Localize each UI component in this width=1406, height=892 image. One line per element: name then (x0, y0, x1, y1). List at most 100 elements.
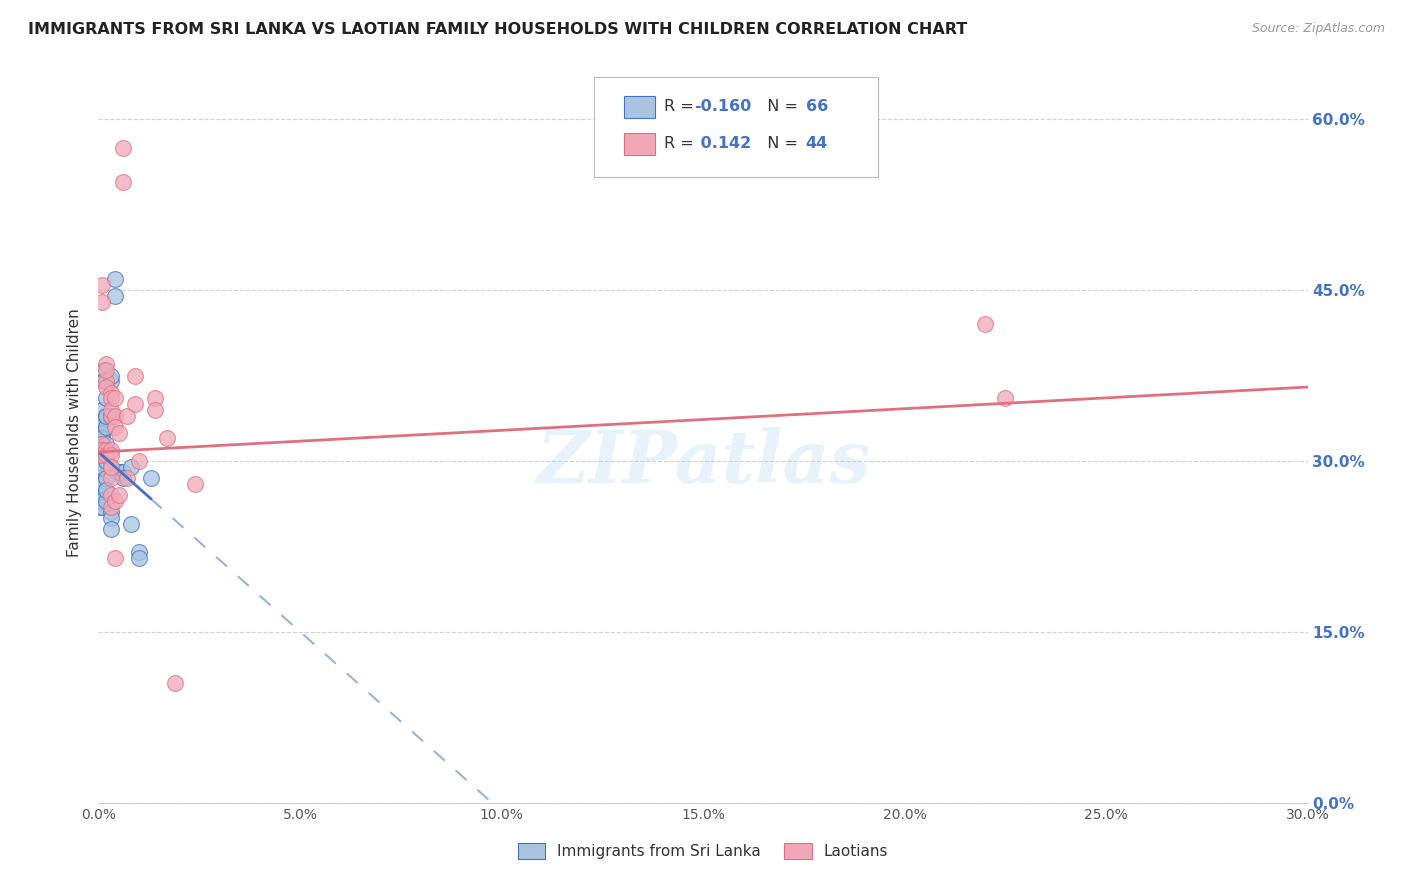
Point (89, 449, 111, 463)
Point (96, 409, 118, 423)
Text: R =: R = (664, 136, 699, 152)
Point (128, 454, 150, 468)
Point (91, 442, 114, 457)
Point (103, 420, 125, 434)
Point (89, 431, 111, 445)
Point (184, 476, 207, 491)
Point (120, 459, 142, 474)
Point (91, 449, 114, 463)
Point (96, 483, 118, 497)
Text: 0.142: 0.142 (695, 136, 751, 152)
Point (89, 454, 111, 468)
Point (93, 375, 115, 389)
Point (91, 402, 114, 417)
Point (96, 449, 118, 463)
Point (115, 471, 138, 485)
Point (100, 402, 122, 417)
Point (89, 442, 111, 457)
Point (143, 402, 166, 417)
Point (100, 409, 122, 423)
Point (107, 488, 129, 502)
Point (96, 442, 118, 457)
Point (100, 488, 122, 502)
Point (120, 516, 142, 531)
Point (89, 459, 111, 474)
Point (103, 409, 125, 423)
Point (107, 425, 129, 440)
Point (91, 494, 114, 508)
Point (111, 471, 134, 485)
Text: 66: 66 (806, 99, 828, 114)
Text: R =: R = (664, 99, 699, 114)
Point (89, 449, 111, 463)
Point (96, 494, 118, 508)
Point (89, 488, 111, 502)
Point (91, 471, 114, 485)
Point (91, 459, 114, 474)
Point (103, 392, 125, 406)
Point (91, 425, 114, 440)
Text: -0.160: -0.160 (695, 99, 752, 114)
Point (96, 454, 118, 468)
Point (103, 289, 125, 303)
Point (91, 442, 114, 457)
Point (89, 442, 111, 457)
Point (91, 437, 114, 451)
Text: N =: N = (758, 136, 804, 152)
Point (111, 175, 134, 189)
Point (96, 454, 118, 468)
Point (974, 318, 997, 332)
Point (156, 431, 179, 445)
Point (96, 442, 118, 457)
Point (100, 500, 122, 514)
Point (89, 500, 111, 514)
Y-axis label: Family Households with Children: Family Households with Children (67, 309, 83, 557)
Point (96, 437, 118, 451)
Point (89, 459, 111, 474)
Point (111, 466, 134, 480)
Point (91, 454, 114, 468)
Point (93, 363, 115, 377)
Point (100, 392, 122, 406)
Point (89, 420, 111, 434)
Point (96, 409, 118, 423)
Point (143, 392, 166, 406)
Point (96, 471, 118, 485)
Point (89, 476, 111, 491)
Point (128, 545, 150, 559)
Point (89, 437, 111, 451)
Point (89, 449, 111, 463)
Point (89, 437, 111, 451)
Point (100, 409, 122, 423)
Point (100, 511, 122, 525)
Point (100, 471, 122, 485)
Point (100, 368, 122, 383)
Point (96, 357, 118, 371)
Text: N =: N = (758, 99, 804, 114)
Point (103, 550, 125, 565)
FancyBboxPatch shape (595, 78, 879, 178)
Point (89, 483, 111, 497)
Point (100, 375, 122, 389)
Text: ZIPatlas: ZIPatlas (536, 426, 870, 498)
Point (139, 471, 162, 485)
Point (100, 459, 122, 474)
Point (124, 397, 146, 411)
Point (91, 500, 114, 514)
Point (89, 454, 111, 468)
Point (100, 442, 122, 457)
Point (163, 676, 186, 690)
Point (115, 409, 138, 423)
Point (111, 141, 134, 155)
FancyBboxPatch shape (624, 95, 655, 118)
Point (89, 488, 111, 502)
Point (96, 375, 118, 389)
Point (89, 459, 111, 474)
Point (89, 466, 111, 480)
Point (96, 392, 118, 406)
Point (96, 363, 118, 377)
Point (91, 437, 114, 451)
Point (100, 523, 122, 537)
Point (91, 476, 114, 491)
Text: IMMIGRANTS FROM SRI LANKA VS LAOTIAN FAMILY HOUSEHOLDS WITH CHILDREN CORRELATION: IMMIGRANTS FROM SRI LANKA VS LAOTIAN FAM… (28, 22, 967, 37)
